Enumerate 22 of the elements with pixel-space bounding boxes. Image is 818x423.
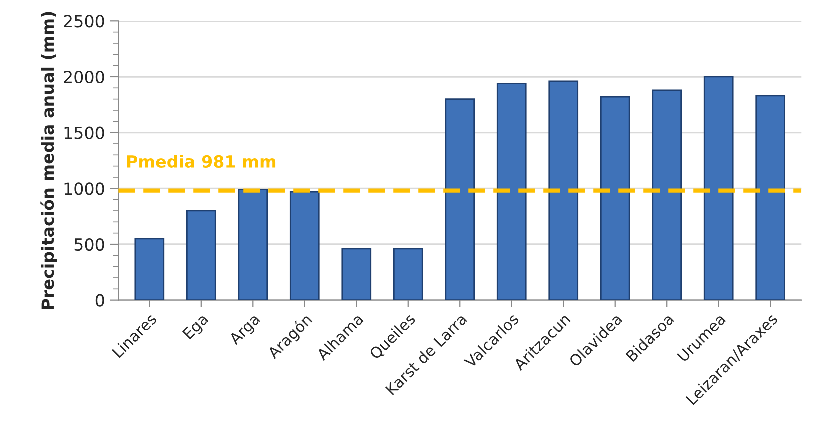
- bar: [186, 210, 216, 300]
- y-tick-label: 2500: [64, 15, 104, 28]
- bar: [238, 189, 268, 300]
- bar: [445, 98, 476, 300]
- y-tick-label: 0: [96, 294, 104, 307]
- bar: [134, 238, 165, 300]
- ref-line-label: Pmedia 981 mm: [127, 155, 276, 168]
- bar: [290, 191, 320, 300]
- bar: [342, 248, 372, 300]
- y-tick-label: 500: [74, 238, 104, 252]
- y-tick-label: 1500: [64, 126, 104, 140]
- bar: [393, 248, 424, 300]
- bar: [756, 95, 786, 300]
- y-axis-title: Precipitación media anual (mm): [40, 12, 58, 310]
- bar: [496, 82, 527, 300]
- bar: [652, 90, 682, 300]
- y-tick-label: 1000: [64, 182, 104, 196]
- x-tick-label: Ega: [182, 313, 211, 342]
- y-tick-label: 2000: [64, 70, 104, 84]
- bar: [704, 76, 734, 300]
- bar: [600, 96, 630, 300]
- bar: [548, 80, 579, 300]
